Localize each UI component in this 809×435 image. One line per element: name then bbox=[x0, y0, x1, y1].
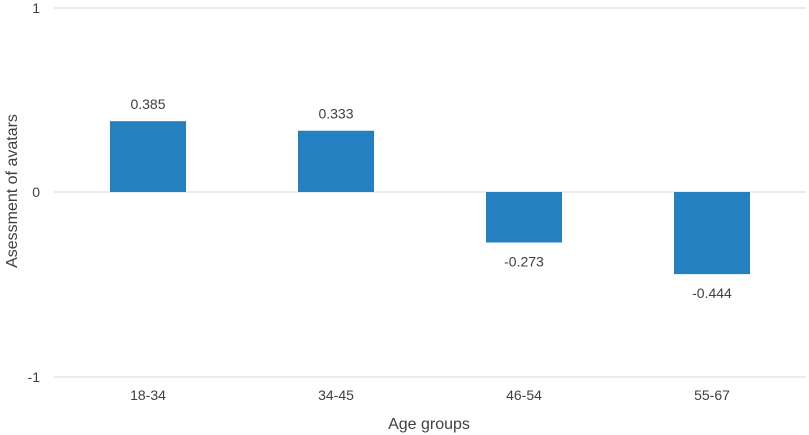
y-tick-label: -1 bbox=[28, 369, 41, 385]
y-tick-label: 0 bbox=[32, 184, 40, 200]
data-label: 0.333 bbox=[318, 106, 353, 122]
bar bbox=[486, 192, 562, 243]
data-labels: 0.385 0.333 -0.273 -0.444 bbox=[130, 96, 732, 301]
x-tick-labels: 18-34 34-45 46-54 55-67 bbox=[130, 387, 730, 403]
bar bbox=[674, 192, 750, 275]
y-axis-title: Asessment of avatars bbox=[4, 114, 21, 268]
bar bbox=[298, 130, 374, 192]
data-label: -0.273 bbox=[504, 254, 544, 270]
x-tick-label: 55-67 bbox=[694, 387, 730, 403]
bars bbox=[110, 121, 750, 275]
x-tick-label: 34-45 bbox=[318, 387, 354, 403]
x-axis-title: Age groups bbox=[388, 416, 470, 433]
data-label: -0.444 bbox=[692, 285, 732, 301]
y-tick-label: 1 bbox=[32, 0, 40, 16]
x-tick-label: 46-54 bbox=[506, 387, 542, 403]
bar bbox=[110, 121, 186, 192]
y-tick-labels: 1 0 -1 bbox=[28, 0, 41, 385]
x-tick-label: 18-34 bbox=[130, 387, 166, 403]
data-label: 0.385 bbox=[130, 96, 165, 112]
